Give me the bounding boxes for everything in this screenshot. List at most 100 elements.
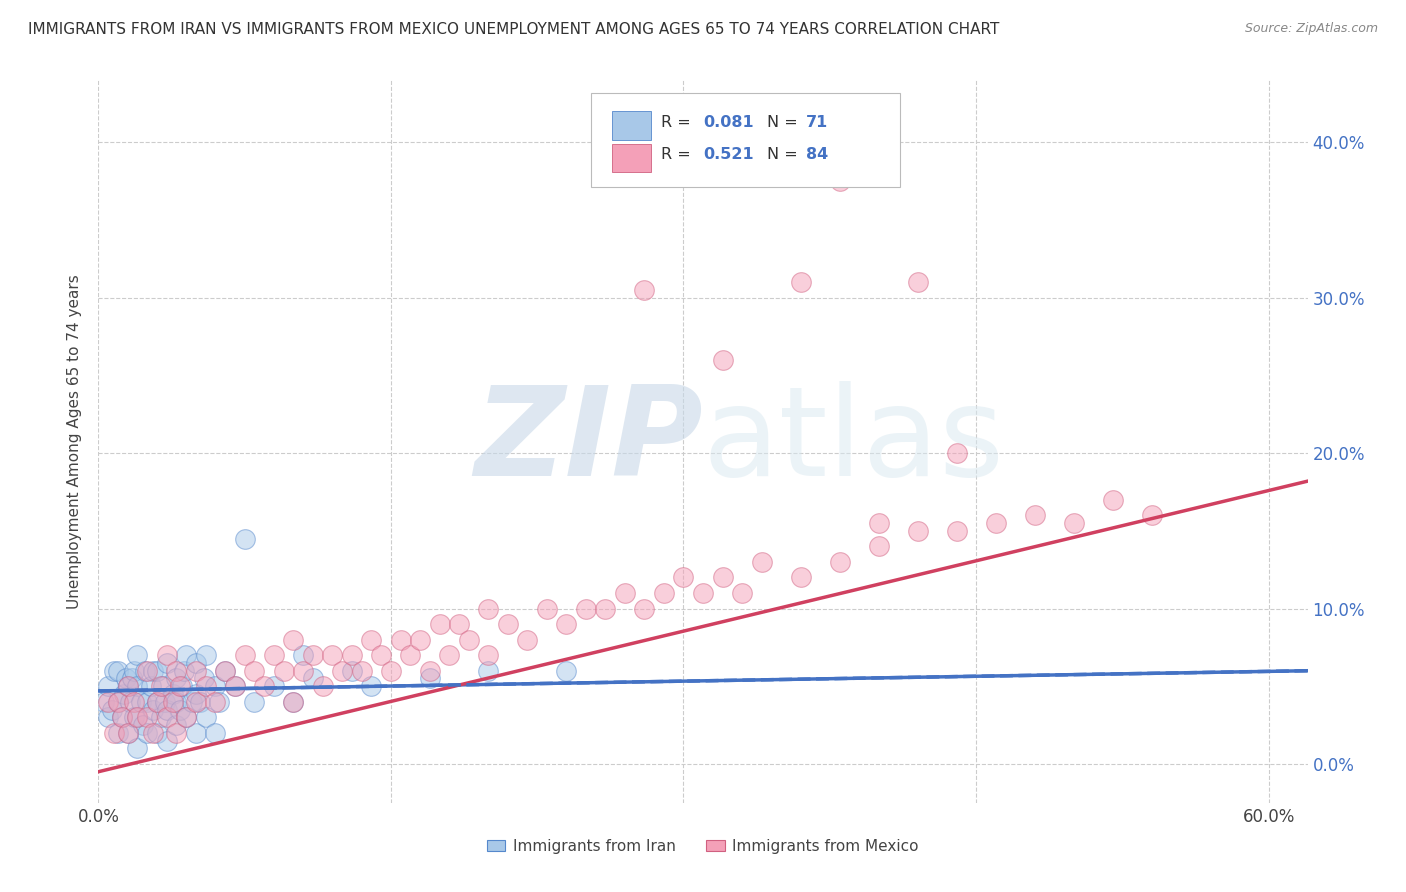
Point <box>449 617 471 632</box>
Point <box>263 679 285 693</box>
Point <box>214 664 236 678</box>
Point <box>107 664 129 678</box>
Point <box>292 648 315 663</box>
Point <box>633 601 655 615</box>
Text: Source: ZipAtlas.com: Source: ZipAtlas.com <box>1244 22 1378 36</box>
Point <box>283 695 305 709</box>
Point <box>152 679 174 693</box>
Point <box>156 648 179 663</box>
Point <box>122 710 145 724</box>
Point <box>243 695 266 709</box>
Point <box>595 601 617 615</box>
Point <box>429 617 451 632</box>
Point <box>1101 492 1123 507</box>
Point <box>165 672 187 686</box>
Point <box>224 679 246 693</box>
Point <box>194 679 217 693</box>
Point <box>672 570 695 584</box>
Point <box>132 718 155 732</box>
Point <box>1140 508 1163 523</box>
Point <box>136 710 159 724</box>
Point <box>169 702 191 716</box>
Point <box>114 672 136 686</box>
Point <box>439 648 461 663</box>
Point <box>149 710 172 724</box>
Text: 84: 84 <box>806 147 828 162</box>
Point <box>107 695 129 709</box>
Point <box>283 695 305 709</box>
Point <box>165 664 187 678</box>
Point <box>184 695 207 709</box>
Point <box>121 672 143 686</box>
Point <box>477 664 499 678</box>
Point <box>907 275 929 289</box>
Point <box>122 664 145 678</box>
Point <box>146 695 169 709</box>
Point <box>263 648 285 663</box>
Point <box>516 632 538 647</box>
Point <box>162 687 184 701</box>
Text: 0.081: 0.081 <box>703 115 754 129</box>
Point <box>153 695 176 709</box>
FancyBboxPatch shape <box>613 112 651 139</box>
Point <box>321 648 343 663</box>
Point <box>127 710 149 724</box>
Point <box>165 718 187 732</box>
Point <box>156 702 179 716</box>
Point <box>194 648 217 663</box>
Text: N =: N = <box>768 115 803 129</box>
Point <box>273 664 295 678</box>
Point <box>117 679 139 693</box>
Text: 0.521: 0.521 <box>703 147 754 162</box>
Text: IMMIGRANTS FROM IRAN VS IMMIGRANTS FROM MEXICO UNEMPLOYMENT AMONG AGES 65 TO 74 : IMMIGRANTS FROM IRAN VS IMMIGRANTS FROM … <box>28 22 1000 37</box>
Point <box>204 726 226 740</box>
Point <box>127 741 149 756</box>
Point <box>292 664 315 678</box>
Point <box>692 586 714 600</box>
Point <box>360 679 382 693</box>
Text: ZIP: ZIP <box>474 381 703 502</box>
Point <box>165 726 187 740</box>
Point <box>139 679 162 693</box>
Point <box>156 656 179 670</box>
Y-axis label: Unemployment Among Ages 65 to 74 years: Unemployment Among Ages 65 to 74 years <box>67 274 83 609</box>
Point <box>184 687 207 701</box>
Point <box>555 617 578 632</box>
Point <box>156 733 179 747</box>
Point <box>112 687 135 701</box>
Point <box>945 446 967 460</box>
Point <box>117 726 139 740</box>
Point <box>107 726 129 740</box>
Point <box>118 695 141 709</box>
Point <box>103 664 125 678</box>
Point <box>496 617 519 632</box>
Point <box>131 695 153 709</box>
Point <box>243 664 266 678</box>
Point <box>127 648 149 663</box>
Point <box>370 648 392 663</box>
Text: atlas: atlas <box>703 381 1005 502</box>
Point <box>184 726 207 740</box>
Point <box>93 695 115 709</box>
Point <box>477 648 499 663</box>
Point <box>208 695 231 709</box>
Point <box>751 555 773 569</box>
Legend: Immigrants from Iran, Immigrants from Mexico: Immigrants from Iran, Immigrants from Me… <box>481 833 925 860</box>
Point <box>555 664 578 678</box>
Point <box>156 710 179 724</box>
Point <box>193 672 215 686</box>
Point <box>174 648 197 663</box>
Point <box>868 516 890 530</box>
Point <box>181 695 204 709</box>
Point <box>233 532 256 546</box>
Point <box>188 695 211 709</box>
Point <box>302 672 325 686</box>
Point <box>172 679 194 693</box>
Point <box>652 586 675 600</box>
Text: R =: R = <box>661 147 696 162</box>
Point <box>97 679 120 693</box>
Point <box>101 702 124 716</box>
Point <box>117 679 139 693</box>
Point <box>868 540 890 554</box>
Point <box>146 664 169 678</box>
